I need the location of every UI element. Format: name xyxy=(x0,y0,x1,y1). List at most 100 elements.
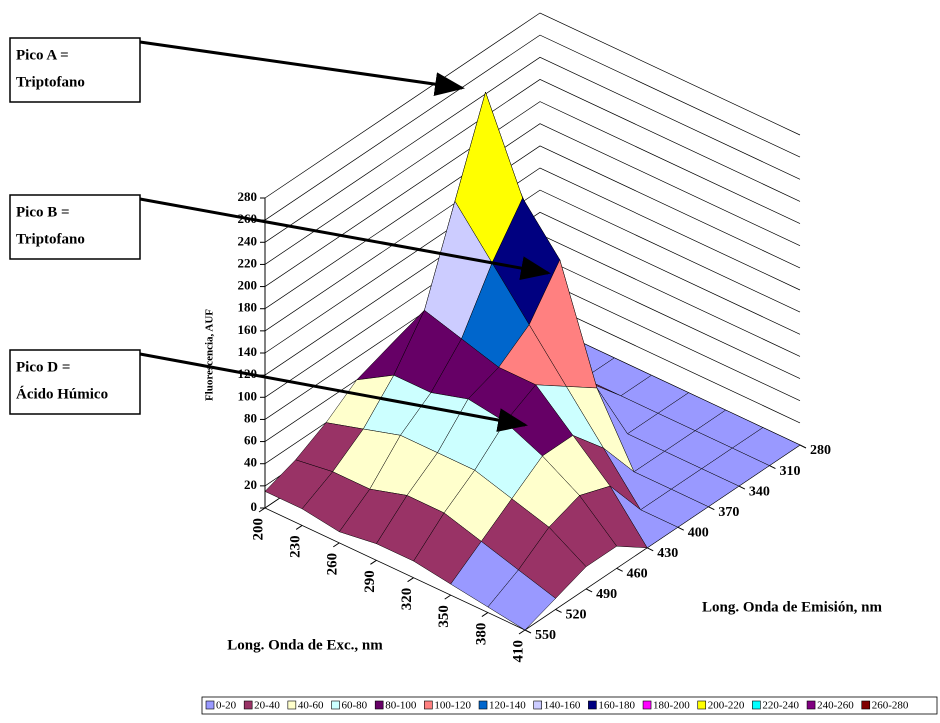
y-tick-label: 340 xyxy=(749,484,770,499)
y-tick-label: 370 xyxy=(718,505,739,520)
x-tick-label: 260 xyxy=(325,553,341,576)
grid-line xyxy=(264,12,801,199)
annotation-text: Pico B = xyxy=(16,204,70,220)
y-tick-label: 430 xyxy=(657,546,678,561)
legend-label: 100-120 xyxy=(434,700,471,712)
legend-label: 240-260 xyxy=(817,700,854,712)
legend-swatch xyxy=(331,700,340,710)
annotation-text: Triptofano xyxy=(16,231,85,247)
z-tick-label: 200 xyxy=(238,278,258,293)
legend-label: 60-80 xyxy=(342,700,368,712)
z-tick-label: 180 xyxy=(238,300,258,315)
annotation-text: Pico A = xyxy=(16,47,69,63)
x-axis-label: Long. Onda de Exc., nm xyxy=(227,637,383,653)
x-tick xyxy=(295,525,303,530)
legend-swatch xyxy=(287,700,297,710)
grid-line xyxy=(264,211,801,398)
z-tick-label: 240 xyxy=(238,233,258,248)
y-tick-label: 550 xyxy=(535,628,556,643)
y-tick xyxy=(799,444,807,449)
y-tick xyxy=(585,588,593,593)
grid-line xyxy=(264,167,801,354)
legend-label: 0-20 xyxy=(216,700,237,712)
legend-swatch xyxy=(752,700,761,710)
y-tick xyxy=(769,465,776,470)
grid-line xyxy=(264,145,801,332)
legend-swatch xyxy=(588,700,597,710)
legend: 0-20 20-40 40-60 60-80 80-100 100-120 120-140 1… xyxy=(201,696,938,715)
legend-label: 20-40 xyxy=(254,700,280,712)
y-tick xyxy=(738,485,746,490)
annotation-box xyxy=(9,194,141,260)
y-tick-label: 280 xyxy=(810,443,831,458)
x-tick xyxy=(444,594,451,600)
x-tick-label: 350 xyxy=(436,605,452,628)
x-tick xyxy=(370,559,377,565)
x-tick xyxy=(258,507,266,513)
x-tick-label: 230 xyxy=(288,535,304,558)
y-tick xyxy=(524,629,532,634)
legend-label: 180-200 xyxy=(653,700,690,712)
z-tick-label: 20 xyxy=(244,477,257,492)
legend-swatch xyxy=(424,700,433,710)
legend-label: 140-160 xyxy=(544,700,581,712)
y-tick xyxy=(677,526,685,531)
z-tick-label: 100 xyxy=(238,388,258,403)
legend-swatch xyxy=(806,700,816,710)
z-tick-label: 40 xyxy=(244,455,257,470)
x-tick-label: 320 xyxy=(399,588,415,611)
legend-label: 120-140 xyxy=(489,700,526,712)
grid-line xyxy=(264,34,801,221)
legend-swatch xyxy=(533,700,543,710)
x-tick xyxy=(518,629,526,635)
legend-label: 260-280 xyxy=(872,700,909,712)
y-tick-label: 310 xyxy=(779,464,800,479)
y-tick-label: 490 xyxy=(596,587,617,602)
legend-swatch xyxy=(374,700,384,710)
z-tick-label: 60 xyxy=(244,433,257,448)
annotation-text: Pico D = xyxy=(16,359,70,375)
annotation-box xyxy=(9,37,141,103)
z-axis-label: Fluorescencia, AUF xyxy=(204,309,216,401)
legend-swatch xyxy=(205,700,215,710)
y-tick xyxy=(555,608,562,613)
legend-swatch xyxy=(243,700,253,710)
y-tick-label: 520 xyxy=(566,608,587,623)
grid-line xyxy=(264,123,801,309)
x-tick-label: 290 xyxy=(362,570,378,593)
y-tick xyxy=(646,547,654,552)
grid-line xyxy=(264,189,801,376)
grid-line xyxy=(264,56,801,243)
legend-label: 80-100 xyxy=(385,700,417,712)
legend-label: 200-220 xyxy=(708,700,745,712)
legend-swatch xyxy=(478,700,488,710)
legend-label: 220-240 xyxy=(762,700,799,712)
legend-label: 40-60 xyxy=(298,700,324,712)
x-tick-label: 380 xyxy=(473,623,489,646)
legend-swatch xyxy=(642,700,652,710)
annotation-arrow xyxy=(139,197,551,280)
x-tick xyxy=(481,612,489,617)
x-tick xyxy=(407,577,414,583)
z-tick-label: 0 xyxy=(251,499,258,514)
z-tick-label: 280 xyxy=(238,189,258,204)
annotation-box xyxy=(9,349,141,415)
legend-swatch xyxy=(861,700,871,710)
annotation-arrow xyxy=(139,352,528,432)
x-tick-label: 200 xyxy=(250,518,266,541)
x-tick-label: 410 xyxy=(510,640,526,663)
y-tick-label: 460 xyxy=(627,567,648,582)
z-tick-label: 80 xyxy=(244,410,257,425)
y-tick-label: 400 xyxy=(688,525,709,540)
annotation-arrow xyxy=(139,40,465,97)
legend-swatch xyxy=(697,700,707,710)
z-tick-label: 220 xyxy=(238,255,258,270)
z-tick-label: 140 xyxy=(238,344,258,359)
y-tick xyxy=(708,506,715,511)
y-tick xyxy=(616,567,623,572)
legend-label: 160-180 xyxy=(598,700,635,712)
annotation-text: Triptofano xyxy=(16,74,85,90)
grid-line xyxy=(264,101,801,287)
y-axis-label: Long. Onda de Emisión, nm xyxy=(702,599,883,615)
